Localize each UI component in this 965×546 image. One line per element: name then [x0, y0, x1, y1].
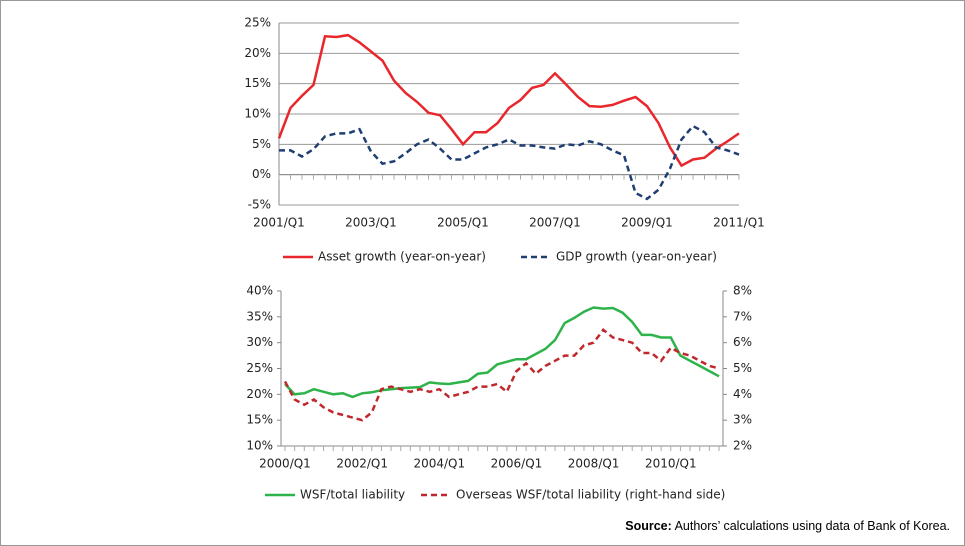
x-tick-label: 2011/Q1: [713, 216, 765, 230]
legend-label: WSF/total liability: [300, 488, 405, 502]
series-line: [279, 124, 740, 201]
y-tick-label: 20%: [246, 387, 273, 401]
y-tick-label: 20%: [244, 46, 271, 60]
y2-tick-label: 6%: [733, 335, 752, 349]
y-tick-label: 15%: [244, 76, 271, 90]
y-tick-label: 25%: [244, 16, 271, 30]
y-tick-label: 25%: [246, 361, 273, 375]
x-tick-label: 2006/Q1: [491, 457, 543, 471]
y-tick-label: 15%: [246, 413, 273, 427]
series-line: [284, 306, 720, 399]
series-line: [277, 33, 740, 168]
x-tick-label: 2000/Q1: [259, 457, 311, 471]
x-tick-label: 2005/Q1: [437, 216, 489, 230]
legend-label: GDP growth (year-on-year): [556, 250, 717, 264]
y-tick-label: 30%: [246, 335, 273, 349]
source-note: Source: Authors’ calculations using data…: [625, 519, 950, 533]
y-tick-label: 10%: [246, 439, 273, 453]
x-tick-label: 2008/Q1: [568, 457, 620, 471]
y-tick-label: 5%: [252, 137, 271, 151]
x-tick-label: 2003/Q1: [345, 216, 397, 230]
source-label: Source:: [625, 519, 672, 533]
y2-tick-label: 3%: [733, 413, 752, 427]
y-tick-label: 35%: [246, 309, 273, 323]
y2-tick-label: 5%: [733, 361, 752, 375]
x-tick-label: 2007/Q1: [529, 216, 581, 230]
y-tick-label: -5%: [248, 198, 271, 212]
x-tick-label: 2001/Q1: [253, 216, 305, 230]
y-tick-label: 0%: [252, 167, 271, 181]
source-text: Authors’ calculations using data of Bank…: [674, 519, 950, 533]
legend-label: Asset growth (year-on-year): [318, 250, 486, 264]
charts: -5% 0% 5% 10% 15% 20% 25% 2001/Q1 2003/Q1 2005/Q1…: [244, 16, 765, 502]
y2-tick-label: 8%: [733, 284, 752, 298]
x-tick-label: 2010/Q1: [645, 457, 697, 471]
y2-tick-label: 4%: [733, 387, 752, 401]
y-tick-label: 40%: [246, 284, 273, 298]
x-tick-label: 2002/Q1: [336, 457, 388, 471]
y2-tick-label: 2%: [733, 439, 752, 453]
series-line: [283, 328, 720, 422]
x-tick-label: 2009/Q1: [621, 216, 673, 230]
legend-label: Overseas WSF/total liability (right-hand…: [456, 488, 725, 502]
x-tick-label: 2004/Q1: [413, 457, 465, 471]
y-tick-label: 10%: [244, 107, 271, 121]
y2-tick-label: 7%: [733, 309, 752, 323]
